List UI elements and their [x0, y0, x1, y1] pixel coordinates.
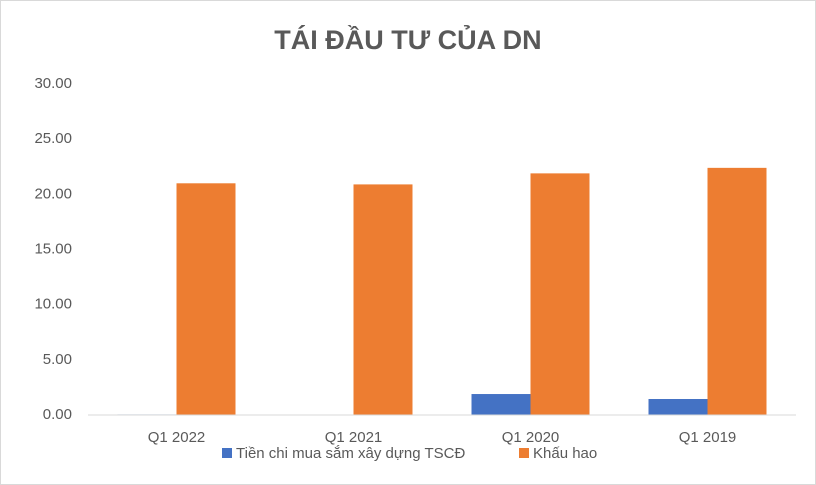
- bar: [176, 183, 236, 415]
- y-tick-label: 30.00: [34, 75, 72, 92]
- y-tick-label: 0.00: [43, 406, 72, 423]
- legend-label: Tiền chi mua sắm xây dựng TSCĐ: [236, 445, 465, 462]
- chart-title: TÁI ĐẦU TƯ CỦA DN: [274, 23, 541, 55]
- x-tick-label: Q1 2022: [148, 429, 206, 446]
- bar: [707, 167, 767, 415]
- y-tick-label: 15.00: [34, 240, 72, 257]
- x-tick-label: Q1 2021: [325, 429, 383, 446]
- y-tick-label: 20.00: [34, 185, 72, 202]
- legend-label: Khấu hao: [533, 445, 597, 462]
- legend-swatch: [222, 448, 232, 458]
- y-tick-label: 5.00: [43, 351, 72, 368]
- bar: [530, 173, 590, 415]
- y-tick-label: 25.00: [34, 130, 72, 147]
- bar: [353, 184, 413, 415]
- bar: [648, 399, 708, 415]
- y-tick-label: 10.00: [34, 296, 72, 313]
- legend-swatch: [519, 448, 529, 458]
- x-tick-label: Q1 2020: [502, 429, 560, 446]
- bar: [471, 394, 531, 415]
- x-tick-label: Q1 2019: [679, 429, 737, 446]
